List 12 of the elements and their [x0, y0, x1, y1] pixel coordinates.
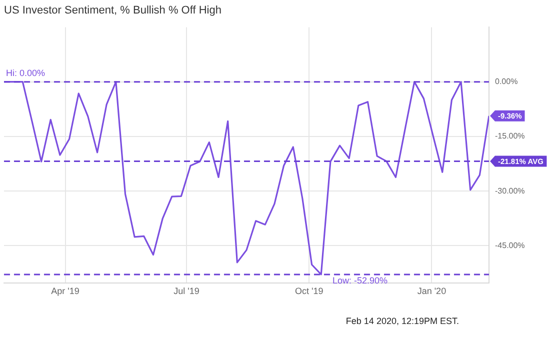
chart-title: US Investor Sentiment, % Bullish % Off High: [4, 4, 222, 17]
y-tick-label: -30.00%: [495, 186, 525, 196]
text: Feb 14 2020, 12:19PM EST.: [346, 316, 459, 326]
annotation: Low: -52.90%: [332, 275, 388, 286]
x-tick-label: Jan '20: [417, 286, 446, 296]
y-tick-label: -15.00%: [495, 132, 525, 141]
x-tick-label: Jul '19: [174, 286, 200, 296]
y-tick-label: 0.00%: [495, 77, 518, 86]
x-tick-label: Apr '19: [51, 286, 80, 296]
annotation: Hi: 0.00%: [6, 68, 46, 78]
y-tick-label: -45.00%: [495, 240, 525, 250]
x-tick-label: Oct '19: [295, 286, 324, 296]
